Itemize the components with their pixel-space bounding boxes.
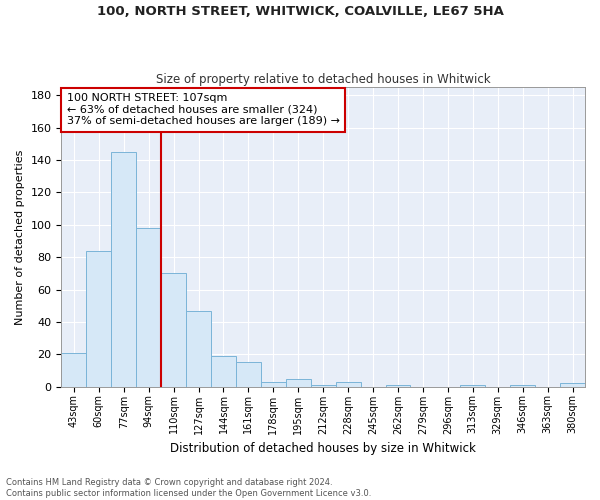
- Bar: [86, 250, 111, 386]
- Bar: [111, 152, 136, 386]
- X-axis label: Distribution of detached houses by size in Whitwick: Distribution of detached houses by size …: [170, 442, 476, 455]
- Bar: [386, 385, 410, 386]
- Bar: [261, 382, 286, 386]
- Bar: [236, 362, 261, 386]
- Bar: [311, 385, 335, 386]
- Y-axis label: Number of detached properties: Number of detached properties: [15, 149, 25, 324]
- Text: 100 NORTH STREET: 107sqm
← 63% of detached houses are smaller (324)
37% of semi-: 100 NORTH STREET: 107sqm ← 63% of detach…: [67, 93, 340, 126]
- Bar: [460, 385, 485, 386]
- Bar: [510, 385, 535, 386]
- Bar: [61, 352, 86, 386]
- Bar: [161, 274, 186, 386]
- Bar: [136, 228, 161, 386]
- Bar: [186, 310, 211, 386]
- Bar: [335, 382, 361, 386]
- Bar: [286, 378, 311, 386]
- Text: Contains HM Land Registry data © Crown copyright and database right 2024.
Contai: Contains HM Land Registry data © Crown c…: [6, 478, 371, 498]
- Title: Size of property relative to detached houses in Whitwick: Size of property relative to detached ho…: [156, 73, 491, 86]
- Text: 100, NORTH STREET, WHITWICK, COALVILLE, LE67 5HA: 100, NORTH STREET, WHITWICK, COALVILLE, …: [97, 5, 503, 18]
- Bar: [211, 356, 236, 386]
- Bar: [560, 384, 585, 386]
